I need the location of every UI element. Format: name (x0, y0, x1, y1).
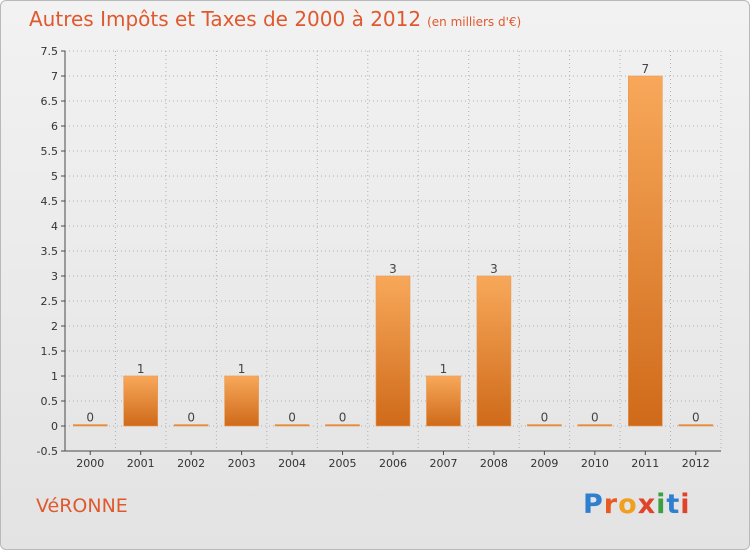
y-tick-label: 2 (51, 320, 58, 333)
location-name: VéRONNE (36, 495, 128, 517)
bar-2002[interactable] (173, 424, 209, 427)
y-tick-label: 6.5 (41, 95, 59, 108)
y-tick-label: 1 (51, 370, 58, 383)
bar-value-label: 0 (86, 411, 94, 425)
x-tick-label: 2005 (329, 457, 357, 470)
bar-2009[interactable] (527, 424, 562, 427)
y-tick-label: 1.5 (41, 345, 59, 358)
y-tick-label: 3.5 (41, 245, 59, 258)
y-tick-label: 0.5 (41, 395, 59, 408)
bar-2011[interactable] (628, 75, 663, 427)
bar-value-label: 7 (641, 62, 649, 76)
bar-2003[interactable] (224, 375, 259, 427)
x-tick-label: 2011 (631, 457, 659, 470)
x-tick-label: 2008 (480, 457, 508, 470)
x-tick-label: 2006 (379, 457, 407, 470)
y-tick-label: 4 (51, 220, 58, 233)
bar-value-label: 0 (339, 411, 347, 425)
bars: 0 1 0 1 0 0 3 1 3 0 0 7 0 (72, 62, 714, 427)
logo-letter: i (656, 489, 667, 520)
x-tick-label: 2010 (581, 457, 609, 470)
y-tick-label: -0.5 (37, 445, 58, 458)
chart-title: Autres Impôts et Taxes de 2000 à 2012 (en… (29, 7, 521, 31)
y-tick-label: 7.5 (41, 45, 59, 58)
bar-2001[interactable] (123, 375, 158, 427)
y-tick-label: 4.5 (41, 195, 59, 208)
bar-2010[interactable] (577, 424, 613, 427)
y-tick-label: 5 (51, 170, 58, 183)
y-tick-label: 0 (51, 420, 58, 433)
bar-value-label: 1 (238, 362, 246, 376)
logo-letter: r (603, 489, 619, 520)
y-tick-label: 3 (51, 270, 58, 283)
bar-value-label: 3 (490, 262, 498, 276)
logo-letter: x (637, 489, 657, 520)
y-tick-label: 5.5 (41, 145, 59, 158)
bar-2005[interactable] (325, 424, 360, 427)
bar-value-label: 1 (137, 362, 145, 376)
x-tick-label: 2007 (429, 457, 457, 470)
bar-value-label: 3 (389, 262, 397, 276)
x-tick-label: 2003 (228, 457, 256, 470)
x-tick-label: 2009 (530, 457, 558, 470)
bar-2004[interactable] (274, 424, 310, 427)
bar-2007[interactable] (426, 375, 461, 427)
bar-2006[interactable] (375, 275, 411, 427)
bar-2008[interactable] (476, 275, 512, 427)
logo-letter: P (583, 489, 604, 520)
y-tick-label: 6 (51, 120, 58, 133)
logo-letter: o (618, 489, 638, 520)
bar-value-label: 0 (187, 411, 195, 425)
bar-value-label: 1 (440, 362, 448, 376)
proxiti-logo[interactable]: Proxiti (583, 489, 691, 520)
bar-2012[interactable] (678, 424, 714, 427)
bar-value-label: 0 (591, 411, 599, 425)
x-tick-label: 2001 (127, 457, 155, 470)
bar-value-label: 0 (288, 411, 296, 425)
x-tick-label: 2002 (177, 457, 205, 470)
logo-letter: i (680, 489, 691, 520)
axes: -0.5 0 0.5 1 1.5 2 2.5 3 3.5 4 4.5 5 5.5 6 6.5 7 7.5 2000… (37, 45, 721, 470)
x-tick-label: 2012 (682, 457, 710, 470)
logo-letter: t (666, 489, 681, 520)
bar-2000[interactable] (72, 424, 108, 427)
y-tick-label: 7 (51, 70, 58, 83)
bar-value-label: 0 (692, 411, 700, 425)
chart-subtitle: (en milliers d'€) (427, 15, 522, 29)
y-tick-label: 2.5 (41, 295, 59, 308)
x-tick-label: 2004 (278, 457, 306, 470)
bar-value-label: 0 (541, 411, 549, 425)
x-tick-label: 2000 (76, 457, 104, 470)
chart-title-text: Autres Impôts et Taxes de 2000 à 2012 (29, 7, 422, 31)
